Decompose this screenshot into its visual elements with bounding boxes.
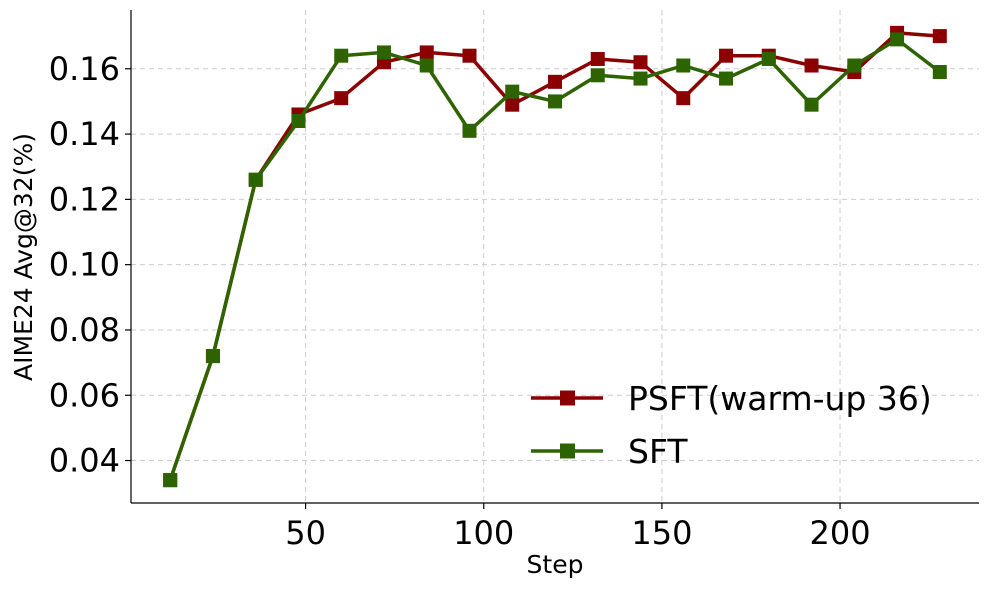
legend: PSFT(warm-up 36) SFT <box>531 379 932 471</box>
data-point <box>548 74 562 89</box>
y-tick-label: 0.04 <box>49 442 120 480</box>
legend-label: PSFT(warm-up 36) <box>628 379 932 418</box>
data-point <box>291 114 306 129</box>
legend-marker <box>560 443 575 459</box>
data-point <box>676 58 691 73</box>
y-tick-label: 0.08 <box>49 311 120 349</box>
data-point <box>804 97 819 112</box>
data-point <box>932 65 947 80</box>
x-axis-title: Step <box>527 550 584 579</box>
data-point <box>248 172 263 187</box>
data-point <box>505 84 520 99</box>
data-point <box>334 91 349 106</box>
data-point <box>676 91 691 106</box>
y-tick-label: 0.10 <box>49 246 120 284</box>
data-point <box>847 58 862 73</box>
data-point <box>462 123 477 138</box>
x-tick-label: 200 <box>810 514 871 552</box>
y-tick-label: 0.12 <box>49 180 120 218</box>
series-sft <box>163 32 947 488</box>
y-tick-label: 0.06 <box>49 376 120 414</box>
data-point <box>719 71 734 86</box>
data-point <box>376 45 391 60</box>
data-point <box>548 94 562 109</box>
data-point <box>205 349 220 364</box>
data-point <box>890 32 905 47</box>
data-point <box>505 97 520 112</box>
data-point <box>633 55 648 70</box>
data-point <box>462 48 477 63</box>
data-point <box>932 29 947 44</box>
data-point <box>590 51 605 66</box>
data-point <box>419 58 434 73</box>
legend-marker <box>560 390 575 406</box>
series-lines <box>163 25 947 488</box>
y-tick-label: 0.14 <box>49 115 120 153</box>
data-point <box>163 473 178 488</box>
data-point <box>804 58 819 73</box>
x-tick-label: 100 <box>453 514 514 552</box>
y-axis-title: AIME24 Avg@32(%) <box>9 133 38 381</box>
y-tick-label: 0.16 <box>49 50 120 88</box>
data-point <box>419 45 434 60</box>
data-point <box>590 68 605 83</box>
x-tick-label: 50 <box>285 514 326 552</box>
data-point <box>719 48 734 63</box>
grid <box>131 10 979 503</box>
data-point <box>761 51 776 66</box>
x-tick-label: 150 <box>631 514 692 552</box>
axes: 50 100 150 200 0.04 0.06 0.08 0.10 0.12 0.14 0.16 <box>49 10 979 552</box>
legend-label: SFT <box>628 432 688 471</box>
data-point <box>633 71 648 86</box>
data-point <box>334 48 349 63</box>
